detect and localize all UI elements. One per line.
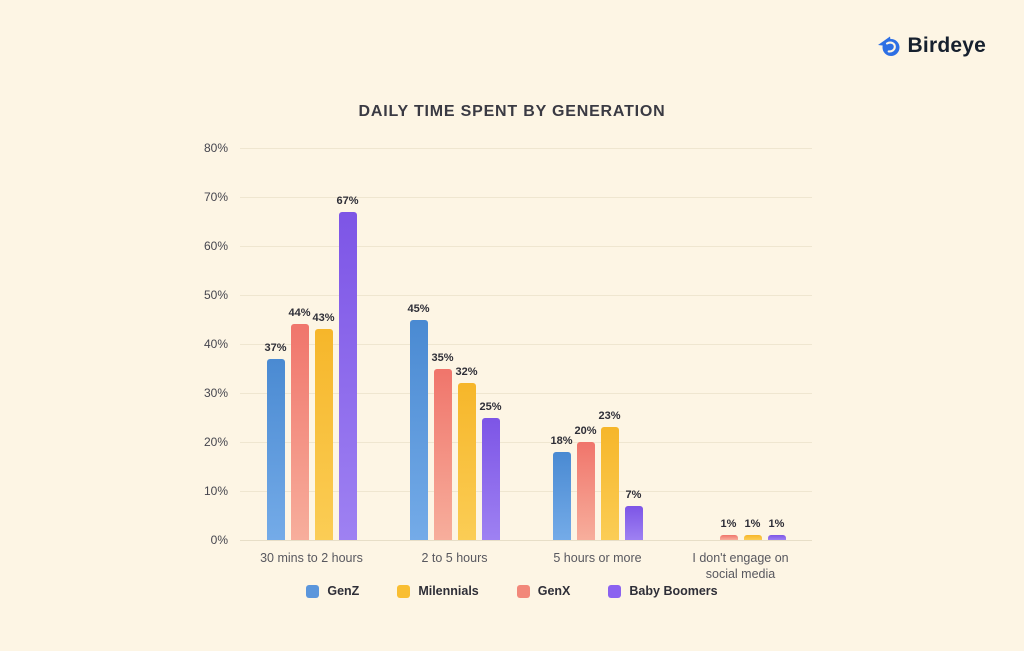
bar-genx-3: 1% [719,518,738,540]
chart-title: DAILY TIME SPENT BY GENERATION [358,103,666,120]
bar-milennials-3: 1% [743,518,762,540]
bar-value-label: 23% [598,410,621,423]
bar-value-label: 32% [455,366,478,379]
y-axis-tick-50%: 50% [203,288,228,302]
bar-group-0: 37% 44% 43% 67% [240,148,383,540]
bar-group-3: 1% 1% 1% [669,148,812,540]
legend-label: Milennials [418,584,479,598]
y-axis-tick-80%: 80% [203,141,228,155]
legend-swatch [397,584,411,598]
x-axis-label-0: 30 mins to 2 hours [260,551,363,565]
bar-value-label: 7% [625,488,642,501]
x-axis-label-1: 2 to 5 hours [421,551,488,565]
legend-label: GenZ [327,584,360,598]
legend-swatch [608,584,622,598]
bar-value-label: 44% [288,307,311,320]
bar-value-label: 25% [479,400,502,413]
bar-baby-boomers-1: 25% [479,401,502,540]
gridline-70% [240,196,812,198]
bar-baby-boomers-2: 7% [624,489,643,540]
gridline-0% [240,539,812,541]
bar-group-2: 18% 20% 23% 7% [526,148,669,540]
y-axis-tick-10%: 10% [203,484,228,498]
legend-item-genz: GenZ [306,584,359,598]
y-axis-tick-20%: 20% [203,435,228,449]
legend-swatch [306,584,320,598]
bar-value-label: 35% [431,351,454,364]
bar-value-label: 43% [312,312,335,325]
y-axis-tick-0%: 0% [210,533,228,547]
chart-legend: GenZ Milennials GenX Baby Boomers [0,584,1024,598]
bar-genx-0: 44% [288,307,311,540]
gridline-50% [240,294,812,296]
x-axis-label-2: 5 hours or more [553,551,642,565]
gridline-10% [240,490,812,492]
legend-swatch [516,584,530,598]
bar-value-label: 67% [336,194,359,207]
bar-genz-1: 45% [407,303,430,540]
bar-baby-boomers-3: 1% [767,518,786,540]
birdeye-bird-icon [876,34,901,58]
brand-logo: Birdeye [876,34,986,58]
legend-item-genx: GenX [516,584,571,598]
x-axis-label-3: I don't engage on social media [692,551,789,581]
bar-value-label: 20% [574,425,597,437]
bar-value-label: 37% [264,341,287,354]
bar-value-label: 45% [407,302,430,315]
y-axis-tick-70%: 70% [203,190,228,204]
bar-baby-boomers-0: 67% [336,195,359,540]
legend-item-baby-boomers: Baby Boomers [608,584,718,598]
legend-item-milennials: Milennials [397,584,479,598]
legend-label: Baby Boomers [629,584,718,598]
bar-genx-1: 35% [431,352,454,540]
y-axis-tick-60%: 60% [203,239,228,253]
bar-genx-2: 20% [574,425,597,540]
gridline-30% [240,392,812,394]
bar-milennials-2: 23% [598,410,621,540]
gridline-40% [240,343,812,345]
bar-group-1: 45% 35% 32% 25% [383,148,526,540]
legend-label: GenX [537,584,571,598]
y-axis-tick-30%: 30% [203,386,228,400]
gridline-60% [240,245,812,247]
bar-value-label: 1% [744,518,761,531]
bar-value-label: 1% [768,518,785,531]
bar-chart-plot-area: 0% 10% 20% 30% 40% 50% 60% 70% 80% 37% 44% 43% 67% 30… [204,141,812,581]
brand-name: Birdeye [907,34,986,57]
y-axis-tick-40%: 40% [203,337,228,351]
bar-genz-2: 18% [550,435,573,540]
bar-value-label: 1% [720,518,737,531]
gridline-20% [240,441,812,443]
bar-milennials-0: 43% [312,312,335,540]
bar-milennials-1: 32% [455,366,478,540]
bar-genz-0: 37% [264,342,287,540]
bar-value-label: 18% [550,434,573,447]
gridline-80% [240,147,812,149]
